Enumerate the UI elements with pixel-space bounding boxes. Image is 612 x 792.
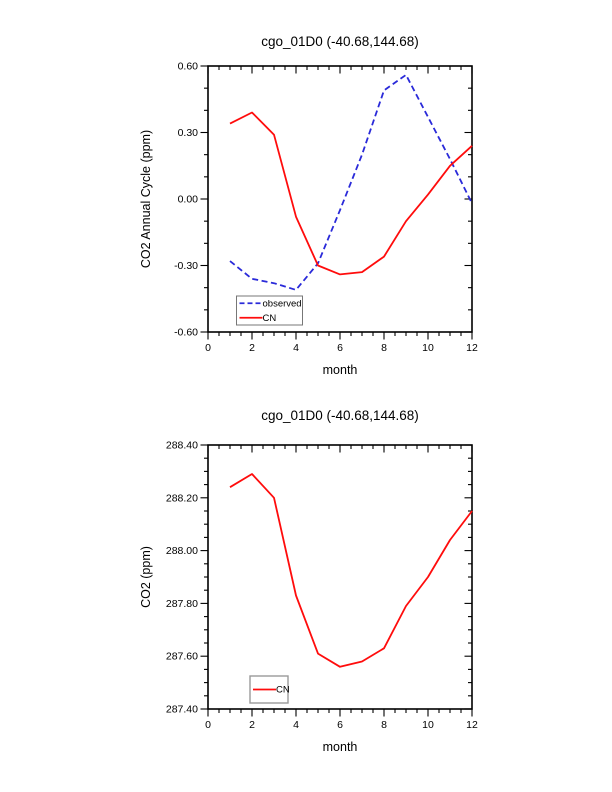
legend-box: [236, 295, 303, 326]
y-tick-label: 287.80: [166, 598, 198, 610]
plot-frame: [207, 65, 473, 333]
x-tick-label: 4: [293, 719, 299, 731]
co2-concentration-chart: 0 2 4 6 8 10 12 287.40 287.60 287.80 288.00 288.20 2…: [139, 408, 478, 754]
chart-title: cgo_01D0 (-40.68,144.68): [261, 34, 419, 49]
annual-cycle-chart: 0 2 4 6 8 10 12 -0.60 -0.30 0.00 0.30 0.60 cgo_01D0 …: [139, 34, 478, 377]
y-axis-label: CO2 Annual Cycle (ppm): [139, 130, 153, 268]
axis-ticks: [200, 444, 473, 717]
x-tick-label: 8: [381, 719, 387, 731]
x-tick-label: 6: [337, 342, 343, 354]
y-tick-label: 0.30: [178, 127, 199, 139]
chart-title: cgo_01D0 (-40.68,144.68): [261, 408, 419, 423]
x-tick-label: 0: [205, 719, 211, 731]
plot-frame: [207, 444, 473, 710]
y-axis-label: CO2 (ppm): [139, 546, 153, 608]
y-tick-label: 0.60: [178, 61, 199, 73]
y-tick-label: -0.60: [174, 327, 198, 339]
legend-label: CN: [263, 313, 277, 324]
legend: CN: [249, 675, 290, 704]
y-tick-label: 288.00: [166, 545, 198, 557]
x-tick-label: 10: [422, 342, 434, 354]
series-line-CN: [229, 473, 473, 668]
x-tick-label: 0: [205, 342, 211, 354]
x-tick-label: 2: [249, 342, 255, 354]
y-tick-label: 287.60: [166, 651, 198, 663]
y-tick-label: 0.00: [178, 194, 199, 206]
x-tick-label: 8: [381, 342, 387, 354]
x-axis-label: month: [323, 363, 358, 377]
axis-ticks: [200, 65, 473, 340]
series-line-CN: [229, 111, 473, 276]
y-tick-label: 288.20: [166, 492, 198, 504]
x-tick-label: 4: [293, 342, 299, 354]
y-tick-label: 288.40: [166, 440, 198, 452]
x-tick-label: 12: [466, 719, 478, 731]
legend: observed CN: [236, 295, 303, 326]
series-line-observed: [229, 74, 473, 291]
legend-label: CN: [276, 685, 290, 696]
x-tick-label: 12: [466, 342, 478, 354]
legend-label: observed: [263, 298, 302, 309]
y-tick-label: -0.30: [174, 260, 198, 272]
y-tick-label: 287.40: [166, 704, 198, 716]
x-axis-label: month: [323, 740, 358, 754]
x-tick-label: 10: [422, 719, 434, 731]
x-tick-label: 2: [249, 719, 255, 731]
x-tick-label: 6: [337, 719, 343, 731]
